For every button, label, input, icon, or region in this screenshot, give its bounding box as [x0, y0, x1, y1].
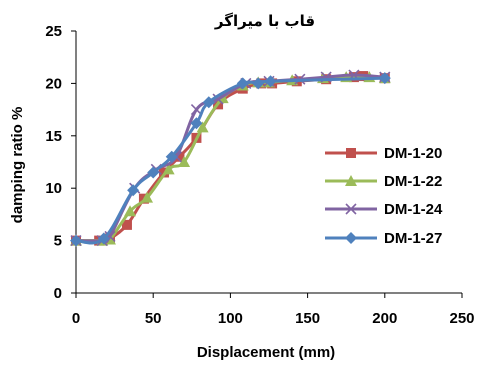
data-point [202, 96, 215, 109]
legend-item: DM-1-20 [325, 145, 442, 162]
legend-swatch-marker [346, 148, 356, 158]
x-tick-label: 250 [449, 310, 474, 327]
data-point [378, 72, 391, 85]
data-point [165, 150, 178, 163]
series-dm-1-27 [70, 72, 391, 247]
legend-swatch-marker [345, 175, 357, 186]
y-tick-label: 15 [45, 128, 62, 145]
data-point [70, 234, 82, 247]
data-point [97, 232, 110, 245]
data-point [124, 205, 137, 217]
legend-label: DM-1-22 [384, 173, 442, 190]
y-tick-label: 25 [45, 23, 62, 40]
data-point [178, 156, 191, 167]
data-point [121, 219, 132, 230]
marker-stroke [345, 203, 357, 215]
legend-label: DM-1-20 [384, 145, 442, 162]
x-tick-label: 0 [72, 310, 80, 327]
data-point [212, 93, 224, 105]
y-tick-label: 10 [45, 180, 62, 197]
data-point [141, 191, 154, 203]
y-tick-label: 5 [54, 233, 62, 250]
legend-label: DM-1-24 [384, 201, 443, 218]
legend-swatch-marker [345, 232, 357, 244]
data-point [190, 104, 202, 116]
data-point [264, 75, 277, 88]
data-point [162, 163, 175, 175]
x-tick-label: 150 [295, 310, 320, 327]
marker-stroke [190, 104, 202, 116]
plot-area: 0 50 100 150 200 250 0 5 10 15 20 25 [45, 23, 474, 327]
x-tick-label: 200 [372, 310, 397, 327]
data-point [196, 121, 209, 133]
y-axis-label: damping ratio % [9, 107, 26, 224]
data-point [190, 117, 203, 130]
data-point [236, 77, 249, 90]
y-tick-label: 0 [54, 285, 62, 302]
series-line [75, 73, 385, 244]
data-point [252, 77, 265, 90]
series-line [75, 75, 385, 244]
series-line [75, 76, 385, 245]
legend-item: DM-1-27 [325, 230, 442, 247]
series-line [75, 74, 385, 243]
y-tick-label: 20 [45, 75, 62, 92]
data-point [174, 151, 185, 162]
legend: DM-1-20 DM-1-22 DM-1-24 DM-1-27 [325, 145, 443, 247]
legend-label: DM-1-27 [384, 230, 442, 247]
marker-stroke [212, 93, 224, 105]
legend-item: DM-1-24 [325, 201, 443, 218]
legend-swatch-marker [345, 203, 357, 215]
x-tick-label: 100 [218, 310, 243, 327]
data-point [147, 166, 160, 179]
x-tick-label: 50 [145, 310, 162, 327]
data-point [127, 184, 140, 197]
legend-item: DM-1-22 [325, 173, 442, 190]
x-axis-label: Displacement (mm) [197, 344, 335, 361]
chart-title: قاب با میراگر [214, 12, 315, 30]
